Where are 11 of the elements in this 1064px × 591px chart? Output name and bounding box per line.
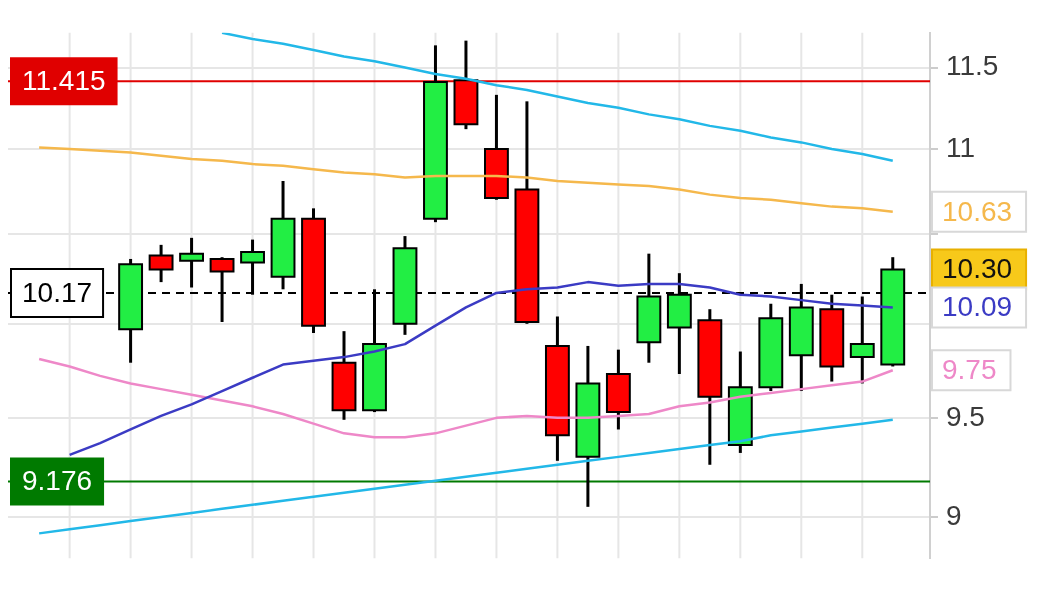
data-label: 9.75 (942, 353, 997, 385)
text: 10.30 (942, 253, 1013, 285)
ref-line-label: 10.17 (22, 276, 93, 308)
y-tick-label: 11.5 (946, 50, 999, 82)
y-tick-label: 9 (946, 499, 962, 531)
y-tick-label: 11 (946, 131, 976, 163)
ref-line-label: 11.415 (22, 64, 106, 96)
ref-line-label: 9.176 (22, 465, 93, 497)
y-tick-label: 9.5 (946, 400, 985, 432)
data-label: 10.09 (942, 291, 1013, 323)
data-label: 10.63 (942, 195, 1013, 227)
